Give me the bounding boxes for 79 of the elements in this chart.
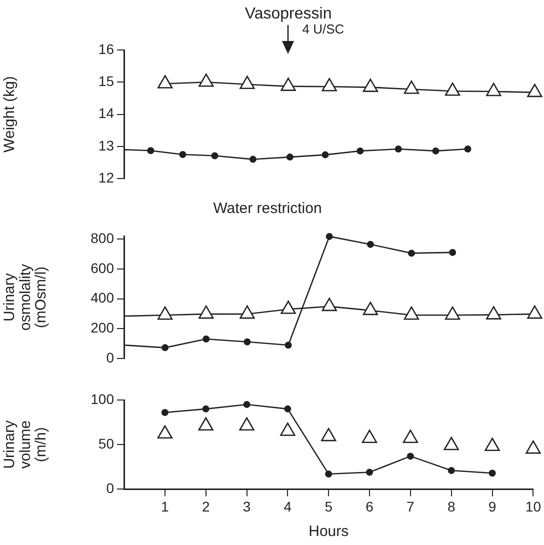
x-tick-label: 1 [161,498,170,514]
point [444,82,460,96]
point [147,147,154,154]
point [198,305,214,319]
annotation: Vasopressin [244,5,332,22]
y-tick-label: 800 [90,230,114,246]
point [449,248,456,256]
point [362,430,378,444]
chart-title: Water restriction [213,200,322,218]
point [444,306,460,320]
point [322,298,337,312]
point [404,306,420,320]
point [322,151,329,158]
y-tick-label: 16 [98,40,114,57]
point [526,440,541,454]
point [486,306,502,320]
y-axis-title: Urinary osmolality (mOsm/l) [1,263,50,331]
point [464,146,472,153]
point [432,147,440,154]
point [527,84,542,98]
point [325,470,332,478]
point [402,430,418,444]
y-tick-label: 14 [98,105,114,122]
point [444,436,459,450]
y-tick-label: 200 [90,320,114,336]
point [408,250,415,257]
point [157,75,173,88]
point [286,154,294,161]
y-tick-label: 100 [90,390,114,407]
point [366,240,374,248]
point [488,470,496,477]
y-axis-title: Urinary volume (m/h) [1,420,50,469]
x-tick-label: 8 [447,498,456,514]
y-tick-label: 12 [98,169,114,186]
y-tick-label: 13 [98,137,114,154]
y-axis-title: Weight (kg) [1,76,18,153]
point [280,300,296,314]
y-tick-label: 15 [98,73,114,90]
point [356,147,364,154]
point [179,150,186,158]
x-tick-label: 2 [202,498,210,514]
point [280,78,296,91]
point [280,422,296,436]
point [362,78,378,92]
x-tick-label: 6 [366,498,374,514]
x-tick-label: 9 [488,498,496,514]
text: 4 U/SC [302,22,344,37]
point [362,302,378,316]
x-tick-label: 4 [284,498,292,514]
point [484,438,500,452]
y-tick-label: 0 [106,480,114,496]
point [448,466,455,474]
point [406,452,414,460]
x-tick-label: 5 [324,498,333,514]
y-tick-label: 600 [90,260,114,276]
point [321,428,336,442]
point [157,425,172,439]
point [240,76,255,90]
x-tick-label: 10 [525,498,542,514]
point [404,80,420,94]
point [239,417,254,431]
point [394,146,402,153]
point [366,468,374,476]
y-tick-label: 50 [98,435,114,452]
point [322,78,337,92]
y-tick-label: 0 [106,349,114,366]
point [198,74,214,87]
point [486,82,502,96]
point [240,305,255,319]
y-tick-label: 400 [90,290,114,306]
point [211,152,218,160]
point [326,232,333,240]
x-tick-label: 3 [242,498,251,514]
point [198,417,214,431]
x-axis-title: Hours [308,523,349,540]
point [249,156,256,163]
x-tick-label: 7 [406,498,415,514]
point [157,306,173,320]
point [527,305,542,319]
